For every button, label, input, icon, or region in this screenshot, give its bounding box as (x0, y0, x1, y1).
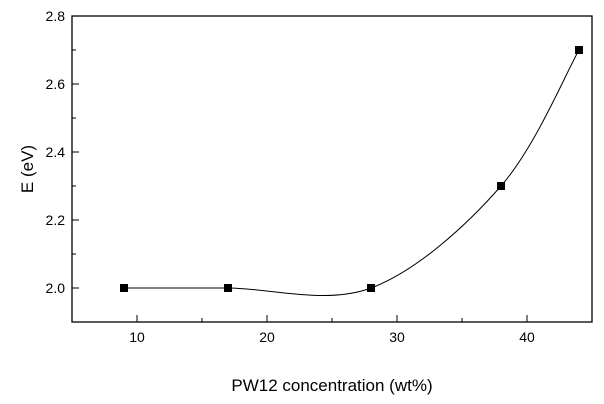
y-tick-label: 2.4 (46, 144, 66, 160)
x-tick-label: 20 (259, 329, 275, 345)
data-point (367, 284, 375, 292)
series-curve (124, 49, 580, 297)
data-point (497, 182, 505, 190)
series-markers (120, 46, 583, 292)
y-axis-tick-labels: 2.0 2.2 2.4 2.6 2.8 (46, 8, 66, 296)
data-point (120, 284, 128, 292)
x-axis-ticks (136, 315, 528, 322)
x-tick-label: 30 (389, 329, 405, 345)
y-axis-title: E (eV) (18, 145, 37, 193)
y-axis-ticks (72, 49, 79, 289)
data-point (224, 284, 232, 292)
y-tick-label: 2.6 (46, 76, 66, 92)
x-axis-tick-labels: 10 20 30 40 (129, 329, 535, 345)
data-point (575, 46, 583, 54)
y-tick-label: 2.8 (46, 8, 66, 24)
x-axis-title: PW12 concentration (wt%) (231, 376, 432, 395)
x-tick-label: 10 (129, 329, 145, 345)
x-tick-label: 40 (519, 329, 535, 345)
y-tick-label: 2.2 (46, 212, 66, 228)
y-tick-label: 2.0 (46, 280, 66, 296)
